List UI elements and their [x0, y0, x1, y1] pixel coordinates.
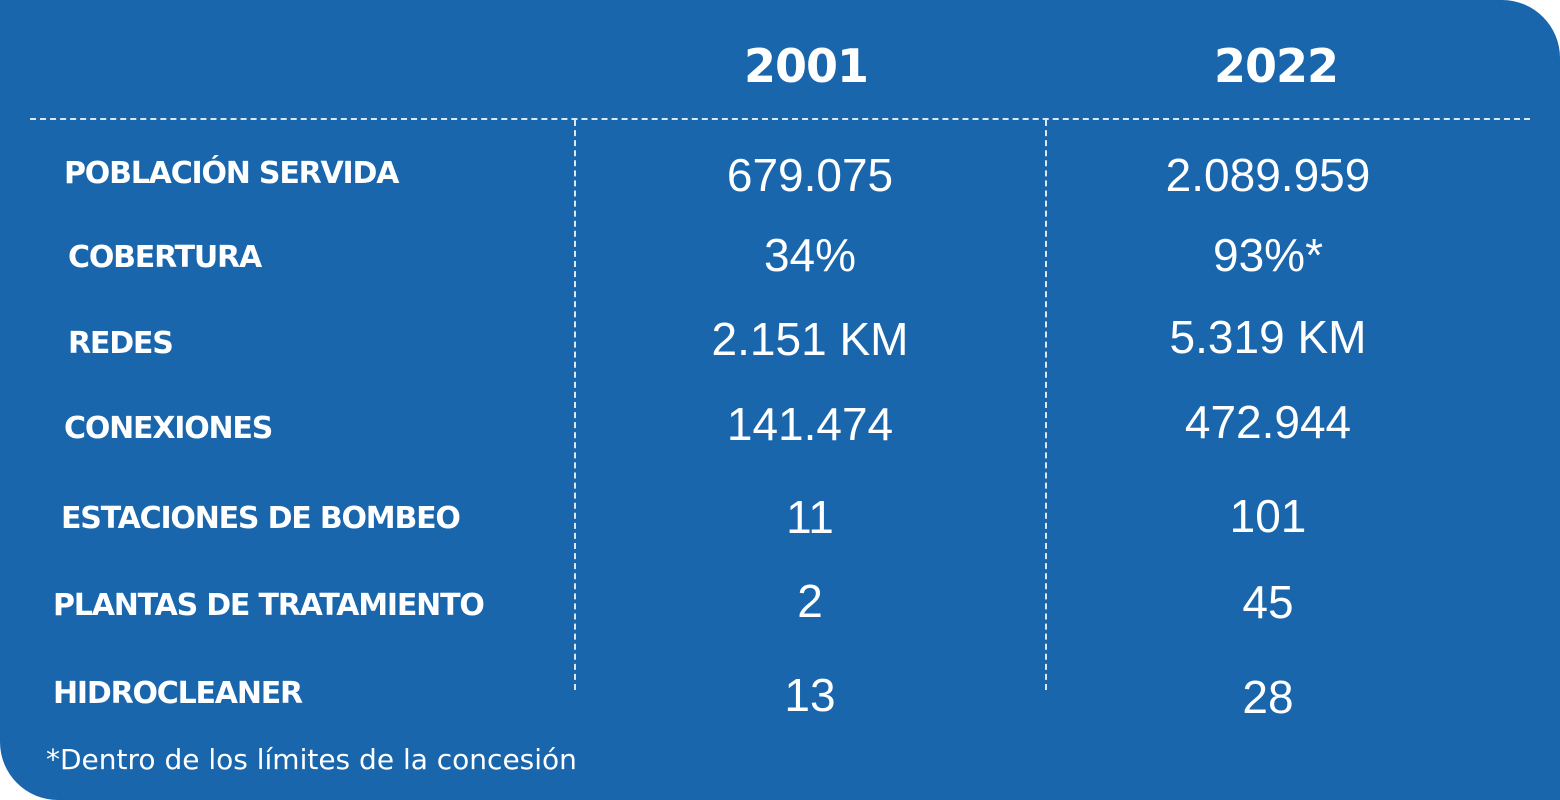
value-2001-conexiones: 141.474 [726, 398, 894, 450]
row-label-conexiones: CONEXIONES [64, 411, 273, 446]
column-header-2022: 2022 [1213, 39, 1339, 93]
value-2022-cobertura: 93%* [1213, 229, 1323, 281]
value-2001-poblacion-servida: 679.075 [726, 149, 894, 201]
header-divider [30, 118, 1530, 120]
value-2001-plantas-de-tratamiento: 2 [797, 575, 823, 627]
value-2022-redes: 5.319 KM [1169, 311, 1367, 363]
footnote: *Dentro de los límites de la concesión [46, 743, 577, 776]
row-label-poblacion-servida: POBLACIÓN SERVIDA [64, 156, 399, 191]
value-2022-plantas-de-tratamiento: 45 [1242, 576, 1294, 628]
value-2022-estaciones-de-bombeo: 101 [1229, 490, 1307, 542]
row-label-estaciones-de-bombeo: ESTACIONES DE BOMBEO [61, 501, 461, 536]
value-2022-conexiones: 472.944 [1184, 396, 1352, 448]
column-divider-right [1045, 120, 1047, 690]
row-label-redes: REDES [68, 326, 174, 361]
value-2001-hidrocleaner: 13 [784, 669, 836, 721]
column-header-2001: 2001 [743, 39, 869, 93]
value-2022-hidrocleaner: 28 [1242, 671, 1294, 723]
column-divider-left [574, 120, 576, 690]
row-label-cobertura: COBERTURA [68, 240, 262, 275]
row-label-hidrocleaner: HIDROCLEANER [53, 676, 303, 711]
value-2022-poblacion-servida: 2.089.959 [1165, 149, 1371, 201]
row-label-plantas-de-tratamiento: PLANTAS DE TRATAMIENTO [53, 588, 485, 623]
value-2001-estaciones-de-bombeo: 11 [786, 491, 834, 543]
value-2001-redes: 2.151 KM [711, 313, 909, 365]
value-2001-cobertura: 34% [763, 229, 857, 281]
